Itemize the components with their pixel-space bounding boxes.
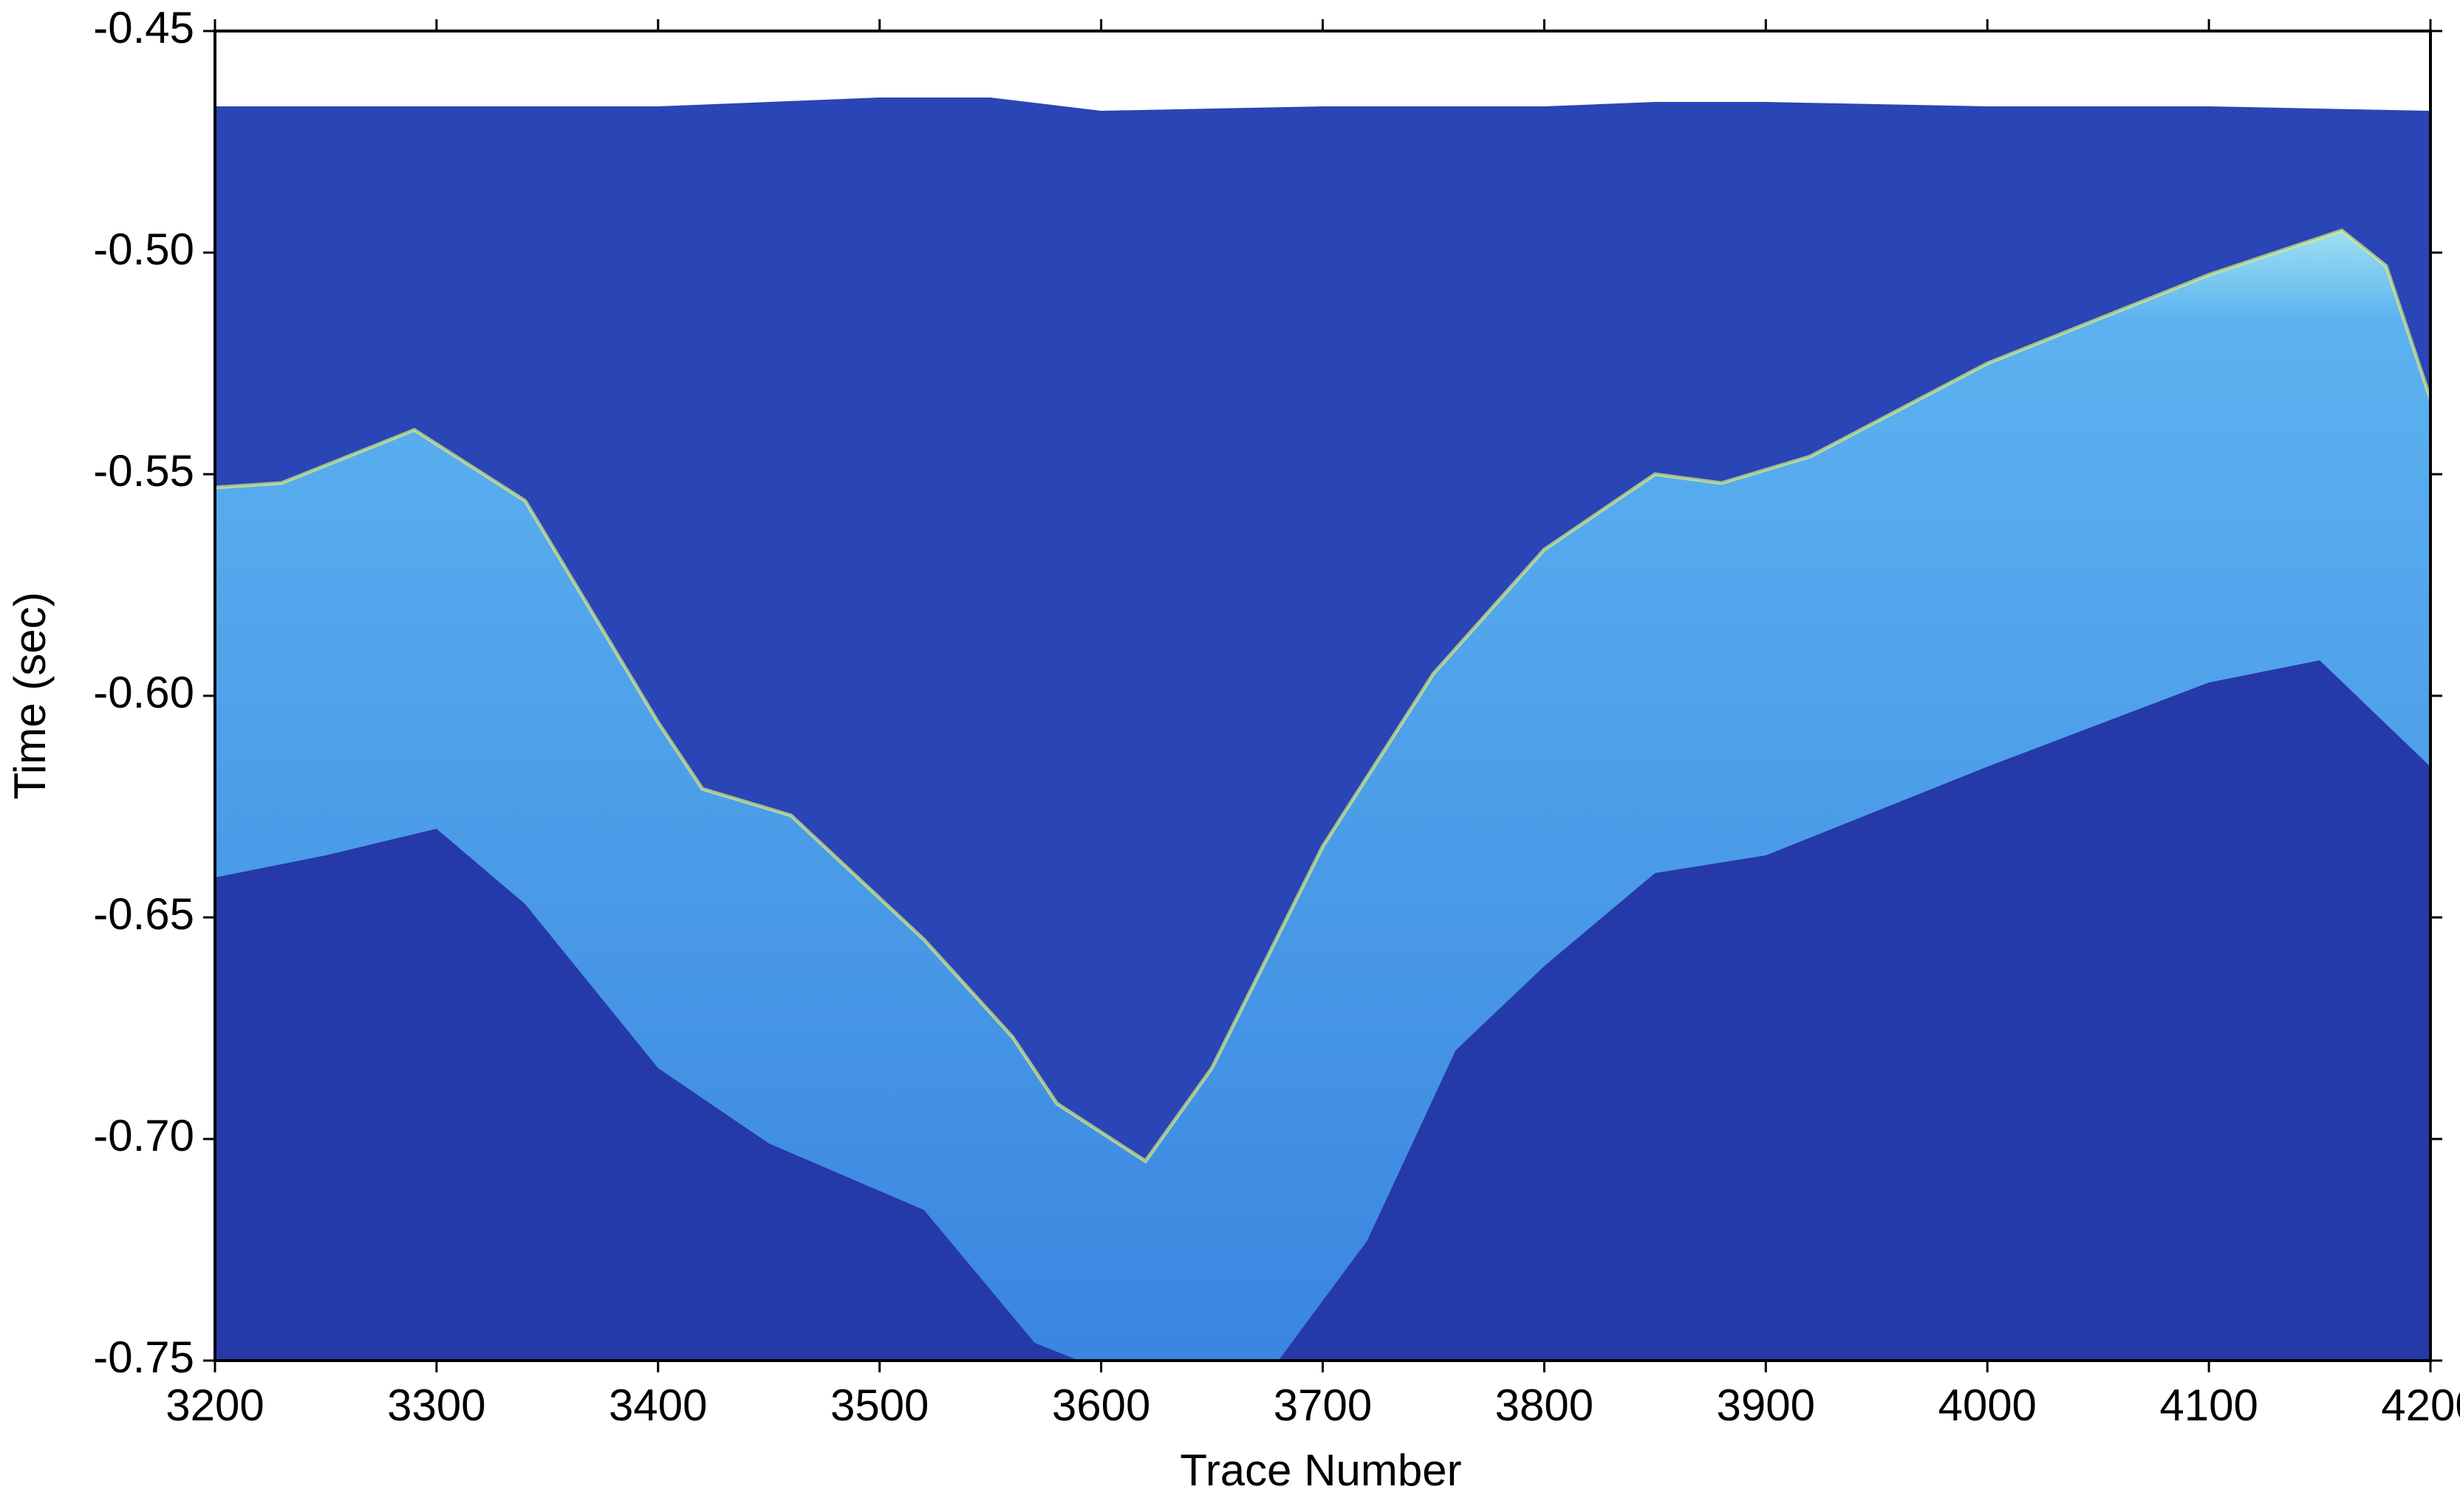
x-tick-label: 3600: [1052, 1381, 1150, 1430]
y-tick-label: -0.75: [93, 1333, 194, 1382]
y-tick-label: -0.65: [93, 889, 194, 939]
x-tick-label: 3800: [1495, 1381, 1593, 1430]
x-tick-label: 3200: [165, 1381, 264, 1430]
x-tick-label: 3700: [1274, 1381, 1372, 1430]
x-tick-label: 3900: [1717, 1381, 1815, 1430]
x-tick-label: 3500: [830, 1381, 929, 1430]
x-tick-label: 4200: [2381, 1381, 2460, 1430]
seafloor-reflector: [214, 228, 2433, 1164]
series-area: [215, 660, 2430, 1361]
x-tick-label: 3400: [609, 1381, 707, 1430]
y-tick-label: -0.55: [93, 446, 194, 496]
y-tick-label: -0.70: [93, 1111, 194, 1160]
series-area: [215, 31, 2430, 111]
y-axis-title: Time (sec): [5, 592, 55, 799]
y-tick-label: -0.45: [93, 3, 194, 52]
y-tick-label: -0.50: [93, 225, 194, 274]
x-axis-title: Trace Number: [1180, 1446, 1461, 1495]
x-tick-label: 4000: [1938, 1381, 2036, 1430]
x-tick-label: 4100: [2159, 1381, 2258, 1430]
y-tick-label: -0.60: [93, 668, 194, 717]
x-tick-label: 3300: [387, 1381, 485, 1430]
